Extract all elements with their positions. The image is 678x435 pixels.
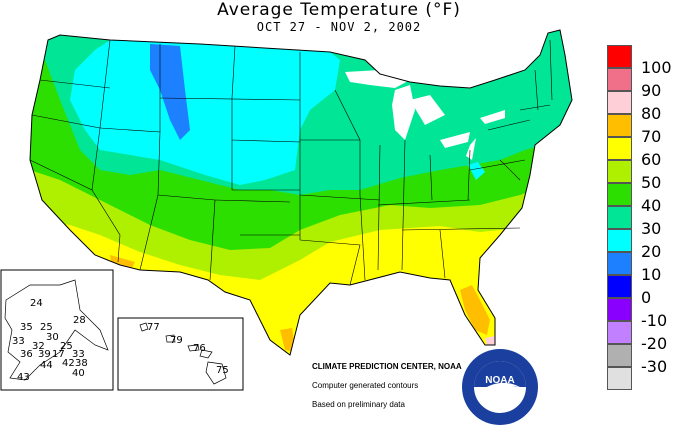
alaska-value: 43 xyxy=(17,372,30,383)
legend-label: 90 xyxy=(641,81,662,100)
date-range: OCT 27 - NOV 2, 2002 xyxy=(256,20,422,34)
alaska-outline xyxy=(4,279,109,381)
legend-label: 60 xyxy=(641,150,662,169)
legend-swatch xyxy=(607,183,632,206)
alaska-value: 33 xyxy=(12,336,25,347)
hawaii-value: 75 xyxy=(216,365,229,376)
legend-swatch xyxy=(607,160,632,183)
legend-swatch xyxy=(607,275,632,298)
hawaii-islands xyxy=(139,322,227,385)
credits-line: Based on preliminary data xyxy=(312,400,405,409)
legend-row: 60 xyxy=(607,137,677,168)
legend-swatch xyxy=(607,367,632,390)
legend-swatch xyxy=(607,114,632,137)
legend-row: -20 xyxy=(607,321,677,352)
legend-label: 50 xyxy=(641,173,662,192)
alaska-value: 32 xyxy=(32,341,45,352)
legend-row: 40 xyxy=(607,183,677,214)
alaska-value: 35 xyxy=(20,322,33,333)
alaska-value: 25 xyxy=(40,322,53,333)
legend-row: 0 xyxy=(607,275,677,306)
alaska-value: 38 xyxy=(75,358,88,369)
hawaii-value: 76 xyxy=(193,343,206,354)
legend-label: 100 xyxy=(641,58,672,77)
legend-swatch xyxy=(607,91,632,114)
temperature-legend: 100 90 80 70 60 50 40 30 20 10 0 -1 xyxy=(607,45,677,390)
alaska-value: 24 xyxy=(30,298,43,309)
legend-swatch xyxy=(607,68,632,91)
alaska-value: 30 xyxy=(46,332,59,343)
legend-label: -30 xyxy=(641,357,668,376)
legend-swatch xyxy=(607,229,632,252)
map-title: Average Temperature (°F) xyxy=(217,0,461,20)
alaska-value: 17 xyxy=(52,349,65,360)
legend-swatch xyxy=(607,344,632,367)
state-borders xyxy=(29,29,573,356)
legend-swatch xyxy=(607,298,632,321)
legend-row: 70 xyxy=(607,114,677,145)
alaska-value: 44 xyxy=(40,360,53,371)
alaska-value: 42 xyxy=(62,358,75,369)
legend-swatch xyxy=(607,252,632,275)
legend-swatch xyxy=(607,137,632,160)
legend-swatch xyxy=(607,206,632,229)
legend-row: 50 xyxy=(607,160,677,191)
credits-block: CLIMATE PREDICTION CENTER, NOAA Computer… xyxy=(312,357,462,414)
alaska-value: 39 xyxy=(38,349,51,360)
credits-line: Computer generated contours xyxy=(312,381,419,390)
legend-row xyxy=(607,367,677,390)
alaska-value: 28 xyxy=(73,315,86,326)
legend-label: -20 xyxy=(641,334,668,353)
legend-row: 100 xyxy=(607,45,677,76)
legend-row: -10 xyxy=(607,298,677,329)
legend-row: 30 xyxy=(607,206,677,237)
credits-line: CLIMATE PREDICTION CENTER, NOAA xyxy=(312,362,462,371)
alaska-value: 33 xyxy=(72,349,85,360)
alaska-value: 36 xyxy=(20,349,33,360)
legend-row: 10 xyxy=(607,252,677,283)
alaska-value: 25 xyxy=(60,341,73,352)
legend-label: 0 xyxy=(641,288,652,307)
legend-label: 80 xyxy=(641,104,662,123)
legend-swatch xyxy=(607,45,632,68)
noaa-logo: NOAA xyxy=(462,349,538,425)
noaa-logo-text: NOAA xyxy=(485,375,514,386)
alaska-value: 40 xyxy=(72,368,85,379)
legend-row: 20 xyxy=(607,229,677,260)
legend-label: 30 xyxy=(641,219,662,238)
legend-row: 80 xyxy=(607,91,677,122)
legend-label: 20 xyxy=(641,242,662,261)
legend-label: -10 xyxy=(641,311,668,330)
hawaii-value: 79 xyxy=(170,335,183,346)
legend-swatch xyxy=(607,321,632,344)
legend-label: 40 xyxy=(641,196,662,215)
legend-label: 70 xyxy=(641,127,662,146)
legend-row: 90 xyxy=(607,68,677,99)
legend-row: -30 xyxy=(607,344,677,375)
hawaii-value: 77 xyxy=(147,322,160,333)
legend-label: 10 xyxy=(641,265,662,284)
